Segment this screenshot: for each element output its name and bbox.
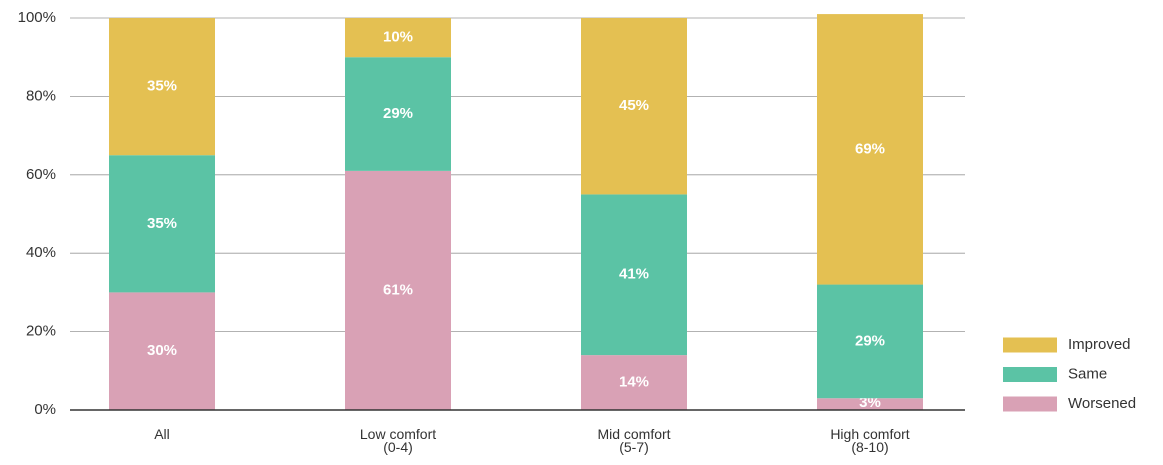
value-label: 14% [619, 374, 649, 391]
value-label: 45% [619, 97, 649, 114]
bar-segment [345, 18, 451, 58]
x-tick-label: Mid comfort (5-7) [597, 426, 671, 455]
value-label: 41% [619, 266, 649, 283]
y-tick-label: 100% [18, 9, 56, 26]
bar-segment [109, 155, 215, 293]
bar-segment [581, 194, 687, 356]
value-label: 30% [147, 342, 177, 359]
bar-segment [109, 18, 215, 156]
legend-label: Same [1068, 365, 1107, 382]
x-tick-label: High comfort (8-10) [830, 426, 910, 455]
value-label: 10% [383, 29, 413, 46]
bar-segment [345, 170, 451, 410]
legend-label: Worsened [1068, 395, 1136, 412]
y-tick-label: 80% [26, 87, 56, 104]
value-label: 35% [147, 215, 177, 232]
x-tick-label: Low comfort (0-4) [359, 426, 437, 455]
bar-segment [581, 18, 687, 195]
legend-swatch [1003, 396, 1057, 412]
legend-swatch [1003, 337, 1057, 353]
value-label: 69% [855, 140, 885, 157]
value-label: 61% [383, 281, 413, 298]
bar-segment [345, 57, 451, 171]
value-label: 29% [383, 105, 413, 122]
y-tick-label: 40% [26, 244, 56, 261]
bar-segment [109, 292, 215, 410]
y-tick-label: 60% [26, 166, 56, 183]
value-label: 35% [147, 78, 177, 95]
x-tick-label: All [154, 426, 170, 442]
y-tick-label: 20% [26, 323, 56, 340]
y-tick-label: 0% [34, 401, 56, 418]
legend-swatch [1003, 367, 1057, 382]
bar-segment [817, 14, 923, 285]
bar-segment [817, 284, 923, 399]
legend-label: Improved [1068, 336, 1131, 353]
bar-segment [581, 355, 687, 410]
value-label: 29% [855, 332, 885, 349]
bar-segment [817, 398, 923, 410]
